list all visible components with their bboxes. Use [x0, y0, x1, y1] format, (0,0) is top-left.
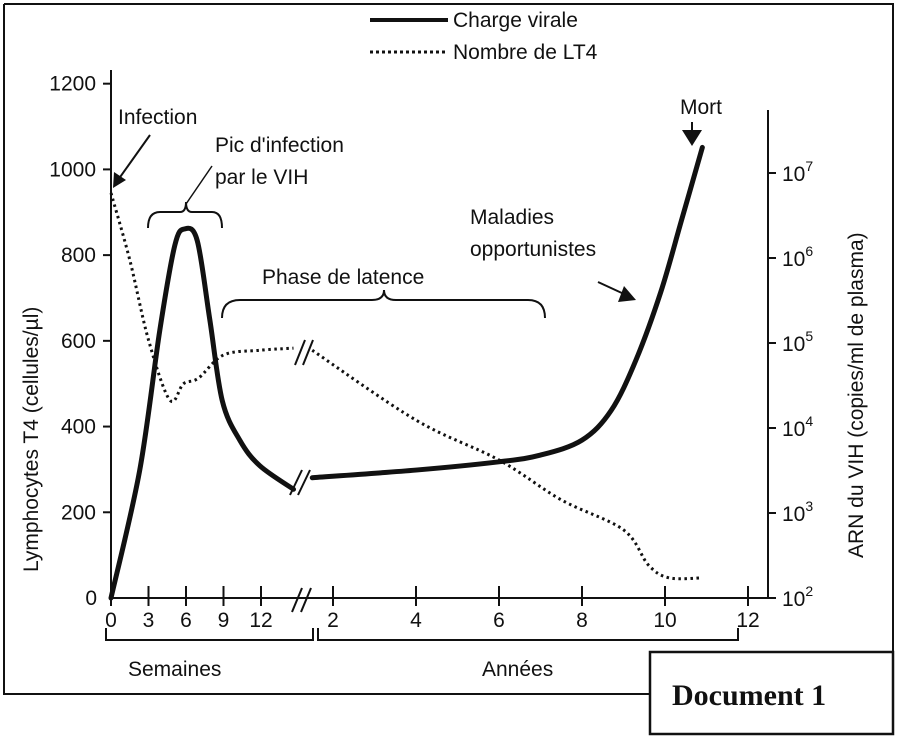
right-tick-label: 103: [782, 498, 813, 526]
weeks-tick-label: 0: [105, 609, 117, 632]
annotation-peak-line1: Pic d'infection: [215, 134, 344, 157]
years-brace: [317, 628, 739, 641]
right-tick-label: 107: [782, 158, 813, 186]
left-tick-label: 0: [85, 587, 97, 610]
opportunistic-arrow-head: [618, 286, 636, 302]
viral-load-line-years: [309, 144, 705, 481]
viral-load-line-weeks: [108, 225, 296, 601]
right-tick-exponent: 5: [805, 328, 813, 344]
right-tick-exponent: 3: [805, 498, 813, 514]
annotation-peak-line2: par le VIH: [215, 166, 308, 189]
years-tick-label: 2: [327, 609, 339, 632]
right-tick-base: 10: [782, 418, 805, 441]
legend-label-viral-load: Charge virale: [453, 9, 578, 32]
right-axis-label: ARN du VIH (copies/ml de plasma): [845, 232, 868, 558]
peak-brace: [147, 201, 223, 229]
lt4-curve-break-mark: [294, 339, 314, 366]
legend: Charge virale Nombre de LT4: [370, 9, 598, 64]
right-tick-base: 10: [782, 333, 805, 356]
latency-brace: [221, 289, 546, 319]
left-tick-label: 800: [61, 244, 96, 267]
annotation-opportunistic-line2: opportunistes: [470, 238, 596, 261]
axis-break-mark: [291, 587, 312, 613]
left-tick-label: 400: [61, 416, 96, 439]
right-tick-exponent: 6: [805, 243, 813, 259]
opportunistic-arrow: [597, 281, 625, 295]
right-tick-label: 105: [782, 328, 813, 356]
right-tick-base: 10: [782, 163, 805, 186]
weeks-tick-label: 12: [249, 609, 272, 632]
left-axis-label: Lymphocytes T4 (cellules/µl): [20, 307, 43, 572]
lt4-count-line-years: [311, 349, 703, 581]
years-tick-label: 4: [410, 609, 422, 632]
years-tick-label: 6: [493, 609, 505, 632]
years-tick-label: 10: [653, 609, 676, 632]
annotation-latency: Phase de latence: [262, 266, 424, 289]
right-tick-label: 102: [782, 583, 813, 611]
annotation-opportunistic-line1: Maladies: [470, 206, 554, 229]
left-tick-label: 1000: [49, 158, 96, 181]
weeks-tick-label: 3: [143, 609, 155, 632]
years-tick-label: 8: [576, 609, 588, 632]
left-tick-label: 1200: [49, 73, 96, 96]
death-arrow-head: [682, 130, 702, 146]
document-label: Document 1: [672, 679, 826, 712]
weeks-tick-label: 6: [180, 609, 192, 632]
lt4-count-line-weeks: [109, 192, 294, 404]
annotation-infection: Infection: [118, 106, 197, 129]
right-tick-base: 10: [782, 503, 805, 526]
years-label: Années: [482, 658, 553, 681]
right-tick-label: 104: [782, 413, 813, 441]
document-label-box: [648, 650, 895, 736]
weeks-label: Semaines: [128, 658, 221, 681]
right-tick-base: 10: [782, 248, 805, 271]
annotation-death: Mort: [680, 96, 722, 119]
infection-arrow: [117, 134, 151, 181]
outer-frame: [3, 3, 894, 695]
left-tick-label: 200: [61, 501, 96, 524]
right-tick-base: 10: [782, 588, 805, 611]
infection-arrow-head: [113, 172, 126, 188]
right-tick-exponent: 4: [805, 413, 813, 429]
left-tick-label: 600: [61, 330, 96, 353]
weeks-brace: [105, 628, 314, 641]
legend-label-lt4: Nombre de LT4: [453, 41, 598, 64]
weeks-tick-label: 9: [218, 609, 230, 632]
years-tick-label: 12: [736, 609, 759, 632]
right-tick-label: 106: [782, 243, 813, 271]
right-tick-exponent: 2: [805, 583, 813, 599]
peak-pointer: [185, 165, 213, 205]
right-tick-exponent: 7: [805, 158, 813, 174]
